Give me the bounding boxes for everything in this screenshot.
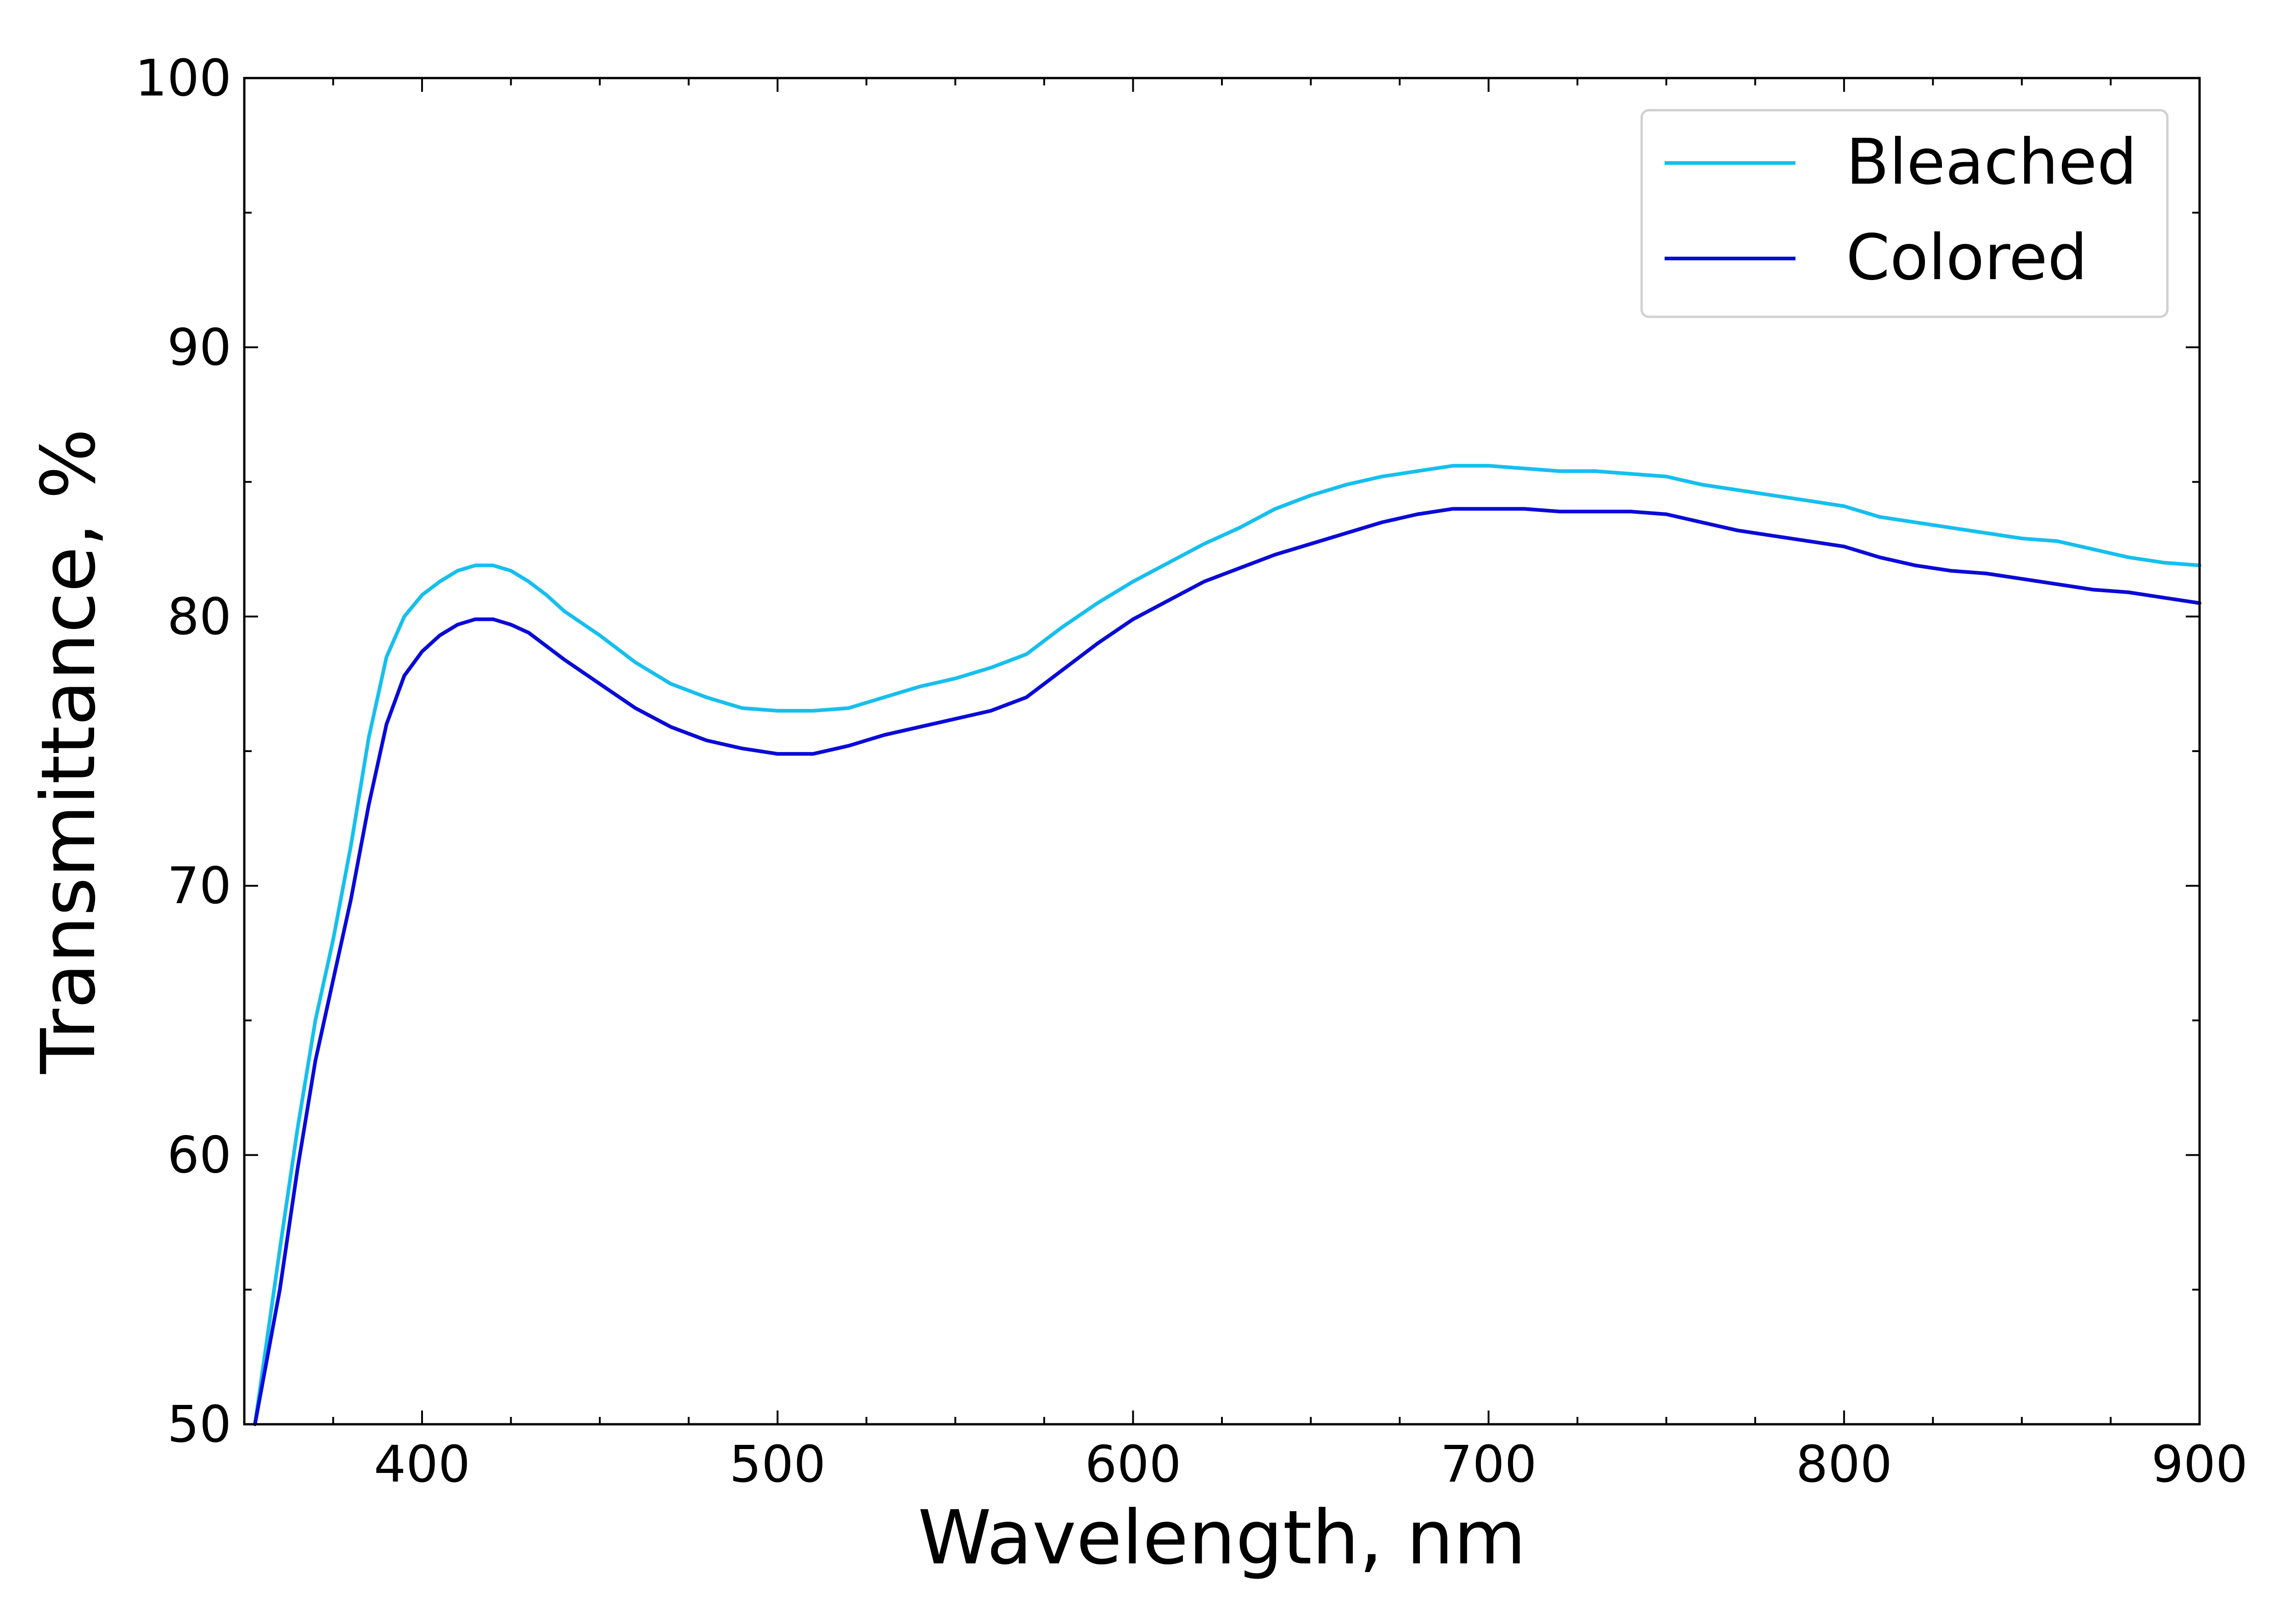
tick-label-layer: 400 500 600 700 800 900 50 60 70 80 90 100 [135, 49, 2248, 1494]
series-line-colored [253, 507, 2201, 1426]
x-tick-label-400: 400 [374, 1435, 470, 1494]
x-tick-label-800: 800 [1796, 1435, 1892, 1494]
x-tick-label-500: 500 [729, 1435, 826, 1494]
series-line-bleached [253, 464, 2201, 1426]
x-tick-label-900: 900 [2151, 1435, 2248, 1494]
x-tick-label-700: 700 [1441, 1435, 1537, 1494]
x-tick-label-600: 600 [1085, 1435, 1181, 1494]
x-axis-label: Wavelength, nm [918, 1495, 1526, 1581]
series-layer [253, 464, 2201, 1426]
legend: Bleached Colored [1640, 109, 2169, 318]
y-tick-label-50: 50 [167, 1395, 231, 1454]
y-axis-label: Transmittance, % [26, 428, 112, 1074]
y-tick-label-80: 80 [167, 587, 231, 646]
y-tick-label-60: 60 [167, 1126, 231, 1185]
legend-label-bleached: Bleached [1846, 126, 2137, 199]
legend-label-colored: Colored [1846, 221, 2088, 294]
y-tick-label-90: 90 [167, 318, 231, 376]
y-tick-label-70: 70 [167, 856, 231, 915]
y-tick-label-100: 100 [135, 49, 231, 107]
plot-frame [243, 77, 2201, 1426]
